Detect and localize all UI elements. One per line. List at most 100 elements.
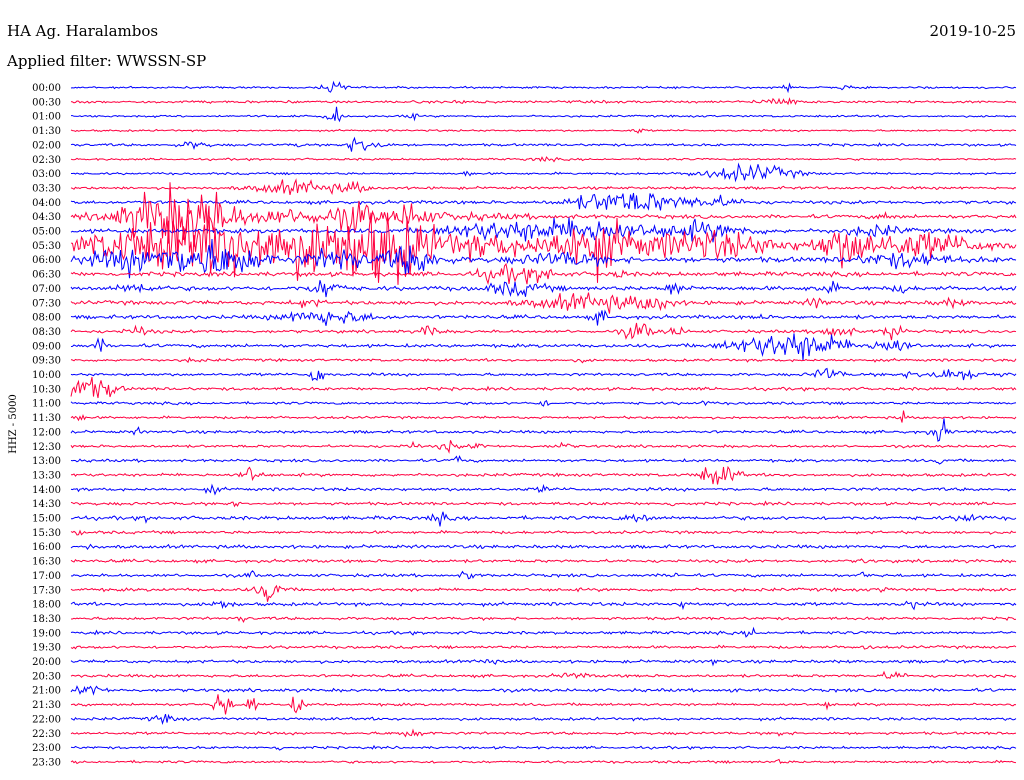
- trace-line-1900: [70, 626, 1017, 638]
- trace-line-1500: [71, 511, 1017, 527]
- trace-line-1800: [70, 600, 1017, 611]
- trace-line-1130: [70, 410, 1017, 423]
- trace-line-0830: [70, 322, 1017, 341]
- trace-line-0030: [70, 97, 1017, 106]
- trace-line-1530: [70, 529, 1017, 536]
- trace-line-0700: [70, 280, 1017, 298]
- time-tick-label: 01:00: [32, 112, 61, 123]
- time-tick-label: 06:30: [32, 270, 61, 281]
- trace-line-0230: [70, 156, 1017, 163]
- trace-line-1330: [71, 465, 1017, 485]
- time-tick-label: 17:30: [32, 585, 61, 596]
- trace-group: [70, 80, 1017, 765]
- time-tick-label: 18:00: [32, 600, 61, 611]
- time-tick-label: 06:00: [32, 255, 61, 266]
- trace-line-0100: [71, 106, 1017, 123]
- time-tick-label: 08:00: [32, 313, 61, 324]
- trace-line-2300: [70, 744, 1017, 751]
- trace-line-2100: [70, 685, 1017, 696]
- time-tick-label: 20:30: [32, 671, 61, 682]
- time-tick-label: 03:30: [32, 183, 61, 194]
- time-tick-label: 14:00: [32, 485, 61, 496]
- time-tick-label: 23:30: [32, 757, 61, 768]
- time-tick-label: 19:00: [32, 628, 61, 639]
- trace-line-2330: [70, 758, 1017, 765]
- time-tick-label: 02:00: [32, 140, 61, 151]
- trace-line-0930: [70, 356, 1017, 364]
- time-tick-label: 21:00: [32, 686, 61, 697]
- time-tick-label: 22:30: [32, 729, 61, 740]
- trace-line-2000: [70, 658, 1017, 667]
- time-tick-label: 09:30: [32, 356, 61, 367]
- time-tick-label: 00:30: [32, 97, 61, 108]
- filter-label: Applied filter: WWSSN-SP: [6, 52, 206, 70]
- time-tick-label: 07:30: [32, 298, 61, 309]
- trace-line-0330: [70, 178, 1017, 196]
- trace-line-0630: [70, 262, 1017, 286]
- time-tick-label: 05:30: [32, 241, 61, 252]
- trace-line-0430: [70, 182, 1017, 256]
- time-tick-label: 12:30: [32, 442, 61, 453]
- y-axis-label: HHZ - 5000: [8, 394, 19, 454]
- trace-line-1230: [70, 440, 1017, 454]
- trace-line-0900: [70, 333, 1017, 361]
- time-tick-label: 16:30: [32, 557, 61, 568]
- date-label: 2019-10-25: [930, 22, 1016, 40]
- time-tick-label: 19:30: [32, 643, 61, 654]
- trace-line-2200: [70, 713, 1017, 726]
- time-tick-label: 18:30: [32, 614, 61, 625]
- trace-line-2030: [70, 670, 1017, 680]
- time-tick-label: 03:00: [32, 169, 61, 180]
- time-tick-label: 09:00: [32, 341, 61, 352]
- trace-line-0000: [70, 80, 1017, 94]
- trace-line-0500: [70, 217, 1017, 243]
- time-tick-label: 20:00: [32, 657, 61, 668]
- time-tick-label: 21:30: [32, 700, 61, 711]
- station-title: HA Ag. Haralambos: [7, 22, 158, 40]
- time-tick-label: 08:30: [32, 327, 61, 338]
- trace-line-2230: [70, 728, 1017, 738]
- trace-line-0800: [70, 309, 1017, 326]
- trace-line-1630: [70, 558, 1017, 564]
- time-tick-label: 11:00: [32, 399, 61, 410]
- trace-line-1600: [70, 543, 1017, 550]
- trace-line-2130: [70, 694, 1017, 715]
- trace-line-1300: [70, 454, 1017, 465]
- time-tick-label: 11:30: [32, 413, 61, 424]
- time-tick-label: 02:30: [32, 155, 61, 166]
- time-tick-label: 14:30: [32, 499, 61, 510]
- trace-line-1200: [70, 418, 1017, 442]
- time-tick-label: 16:00: [32, 542, 61, 553]
- time-tick-label: 04:00: [32, 198, 61, 209]
- trace-line-1030: [70, 376, 1017, 399]
- time-tick-group: 00:00 00:30 01:00 01:30 02:00 02:30 03:00 03:30…: [32, 83, 61, 768]
- trace-line-1700: [70, 570, 1017, 580]
- trace-line-0600: [70, 238, 1017, 279]
- trace-line-0130: [70, 128, 1017, 134]
- time-tick-label: 15:00: [32, 514, 61, 525]
- trace-line-0200: [70, 136, 1017, 152]
- trace-line-1430: [70, 500, 1017, 508]
- time-tick-label: 12:00: [32, 427, 61, 438]
- time-tick-label: 23:00: [32, 743, 61, 754]
- trace-line-0530: [70, 205, 1017, 285]
- time-tick-label: 00:00: [32, 83, 61, 94]
- trace-line-0400: [70, 192, 1017, 211]
- time-tick-label: 05:00: [32, 227, 61, 238]
- time-tick-label: 17:00: [32, 571, 61, 582]
- trace-line-1000: [70, 367, 1017, 382]
- time-tick-label: 10:00: [32, 370, 61, 381]
- time-tick-label: 13:30: [32, 470, 61, 481]
- trace-line-0300: [71, 162, 1017, 183]
- time-tick-label: 15:30: [32, 528, 61, 539]
- trace-line-1400: [70, 483, 1016, 496]
- trace-line-1730: [70, 584, 1017, 602]
- time-tick-label: 22:00: [32, 714, 61, 725]
- time-tick-label: 01:30: [32, 126, 61, 137]
- time-tick-label: 04:30: [32, 212, 61, 223]
- trace-line-1100: [70, 399, 1017, 407]
- trace-line-1930: [70, 644, 1017, 650]
- trace-line-0730: [70, 292, 1017, 314]
- trace-line-1830: [71, 616, 1017, 624]
